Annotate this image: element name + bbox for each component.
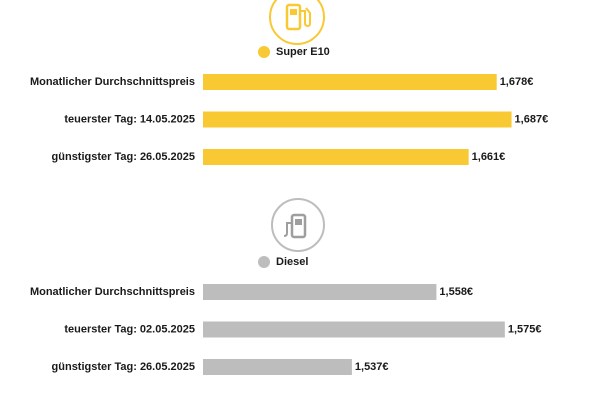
legend-marker: [258, 256, 270, 268]
category-label: Monatlicher Durchschnittspreis: [30, 76, 195, 88]
category-label: teuerster Tag: 02.05.2025: [64, 323, 195, 335]
category-label: günstigster Tag: 26.05.2025: [52, 151, 195, 163]
category-label: teuerster Tag: 14.05.2025: [64, 113, 195, 125]
legend-label: Diesel: [276, 256, 308, 268]
bar: [203, 359, 352, 375]
category-label: Monatlicher Durchschnittspreis: [30, 286, 195, 298]
bar: [203, 149, 469, 165]
bar: [203, 111, 512, 128]
value-label: 1,537€: [355, 361, 389, 373]
legend-label: Super E10: [276, 46, 330, 58]
value-label: 1,575€: [508, 323, 542, 335]
legend-marker: [258, 46, 270, 58]
bar: [203, 321, 505, 338]
fuel-icon: [271, 198, 325, 252]
bar: [203, 284, 437, 300]
value-label: 1,661€: [472, 151, 506, 163]
bar: [203, 74, 497, 90]
value-label: 1,678€: [500, 76, 534, 88]
value-label: 1,687€: [515, 113, 549, 125]
category-label: günstigster Tag: 26.05.2025: [52, 361, 195, 373]
fuel-icon: [269, 0, 325, 45]
value-label: 1,558€: [439, 286, 473, 298]
